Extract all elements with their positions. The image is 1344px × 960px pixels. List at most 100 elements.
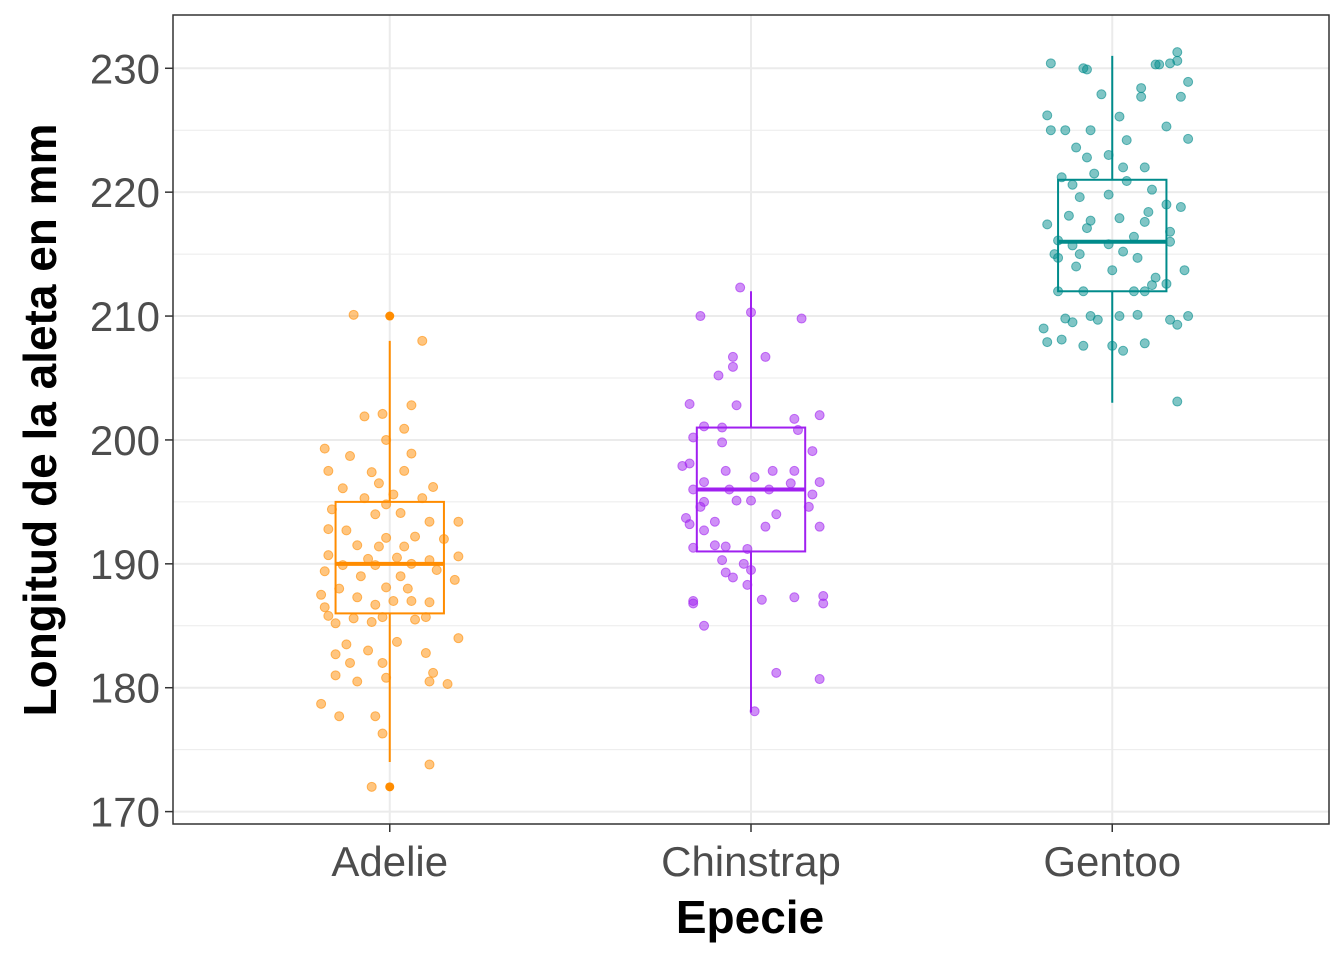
data-point <box>373 478 384 489</box>
data-point <box>1071 261 1082 272</box>
data-point <box>428 667 439 678</box>
data-point <box>373 541 384 552</box>
data-point <box>771 509 782 520</box>
data-point <box>1042 219 1053 230</box>
data-point <box>428 482 439 493</box>
data-point <box>1128 231 1139 242</box>
data-point <box>727 572 738 583</box>
data-point <box>1179 265 1190 276</box>
data-point <box>1056 172 1067 183</box>
data-point <box>713 370 724 381</box>
data-point <box>756 594 767 605</box>
data-point <box>720 541 731 552</box>
data-point <box>381 499 392 510</box>
data-point <box>1071 142 1082 153</box>
data-point <box>323 610 334 621</box>
data-point <box>1139 216 1150 227</box>
data-point <box>1172 319 1183 330</box>
data-point <box>1081 223 1092 234</box>
data-point <box>424 555 435 566</box>
data-point <box>453 551 464 562</box>
y-axis-title: Longitud de la aleta en mm <box>14 124 66 717</box>
data-point <box>1139 162 1150 173</box>
data-point <box>1045 125 1056 136</box>
data-point <box>1045 58 1056 69</box>
data-point <box>1081 64 1092 75</box>
plot-marks <box>316 47 1194 792</box>
data-point <box>1132 309 1143 320</box>
data-point <box>1063 210 1074 221</box>
data-point <box>677 460 688 471</box>
data-point <box>345 451 356 462</box>
data-point <box>381 532 392 543</box>
data-point <box>1074 192 1085 203</box>
data-point <box>1175 91 1186 102</box>
data-point <box>684 519 695 530</box>
data-point <box>377 612 388 623</box>
data-point <box>381 582 392 593</box>
data-point <box>699 477 710 488</box>
data-point <box>355 571 366 582</box>
data-point <box>771 667 782 678</box>
y-tick-label: 190 <box>90 541 160 588</box>
data-point <box>1053 252 1064 263</box>
data-point <box>1078 286 1089 297</box>
y-tick-label: 180 <box>90 665 160 712</box>
data-point <box>1172 396 1183 407</box>
data-point <box>377 408 388 419</box>
data-point <box>1175 202 1186 213</box>
data-point <box>1092 314 1103 325</box>
data-point <box>735 282 746 293</box>
data-point <box>764 484 775 495</box>
data-point <box>1103 239 1114 250</box>
data-point <box>1136 91 1147 102</box>
data-point <box>814 674 825 685</box>
data-point <box>695 311 706 322</box>
data-point <box>453 633 464 644</box>
data-point <box>1139 338 1150 349</box>
data-point <box>377 657 388 668</box>
data-point <box>438 534 449 545</box>
data-point <box>406 448 417 459</box>
data-point <box>699 421 710 432</box>
data-point <box>341 525 352 536</box>
y-tick-label: 210 <box>90 293 160 340</box>
data-point <box>366 617 377 628</box>
series-adelie <box>316 309 464 792</box>
data-point <box>388 489 399 500</box>
data-point <box>727 351 738 362</box>
data-point <box>1136 83 1147 94</box>
data-point <box>727 361 738 372</box>
data-point <box>1067 240 1078 251</box>
data-point <box>746 565 756 576</box>
data-point <box>699 620 710 631</box>
y-tick-label: 200 <box>90 417 160 464</box>
data-point <box>1165 314 1176 325</box>
data-point <box>395 508 406 519</box>
data-point <box>1038 323 1049 334</box>
data-point <box>688 432 699 443</box>
data-point <box>337 560 348 571</box>
data-point <box>316 589 327 600</box>
data-point <box>1183 76 1194 87</box>
series-gentoo <box>1038 47 1194 407</box>
data-point <box>399 423 410 434</box>
data-point <box>1172 47 1183 58</box>
data-point <box>334 711 345 722</box>
data-point <box>709 516 720 527</box>
data-point <box>688 484 699 495</box>
data-point <box>1146 280 1157 291</box>
data-point <box>814 477 825 488</box>
outlier-point <box>385 782 395 792</box>
data-point <box>807 446 818 457</box>
data-point <box>410 531 421 542</box>
x-tick-label: Gentoo <box>1043 838 1181 885</box>
data-point <box>366 467 377 478</box>
data-point <box>381 672 392 683</box>
data-point <box>388 595 399 606</box>
y-tick-label: 220 <box>90 169 160 216</box>
data-point <box>406 558 417 569</box>
data-point <box>366 781 377 792</box>
